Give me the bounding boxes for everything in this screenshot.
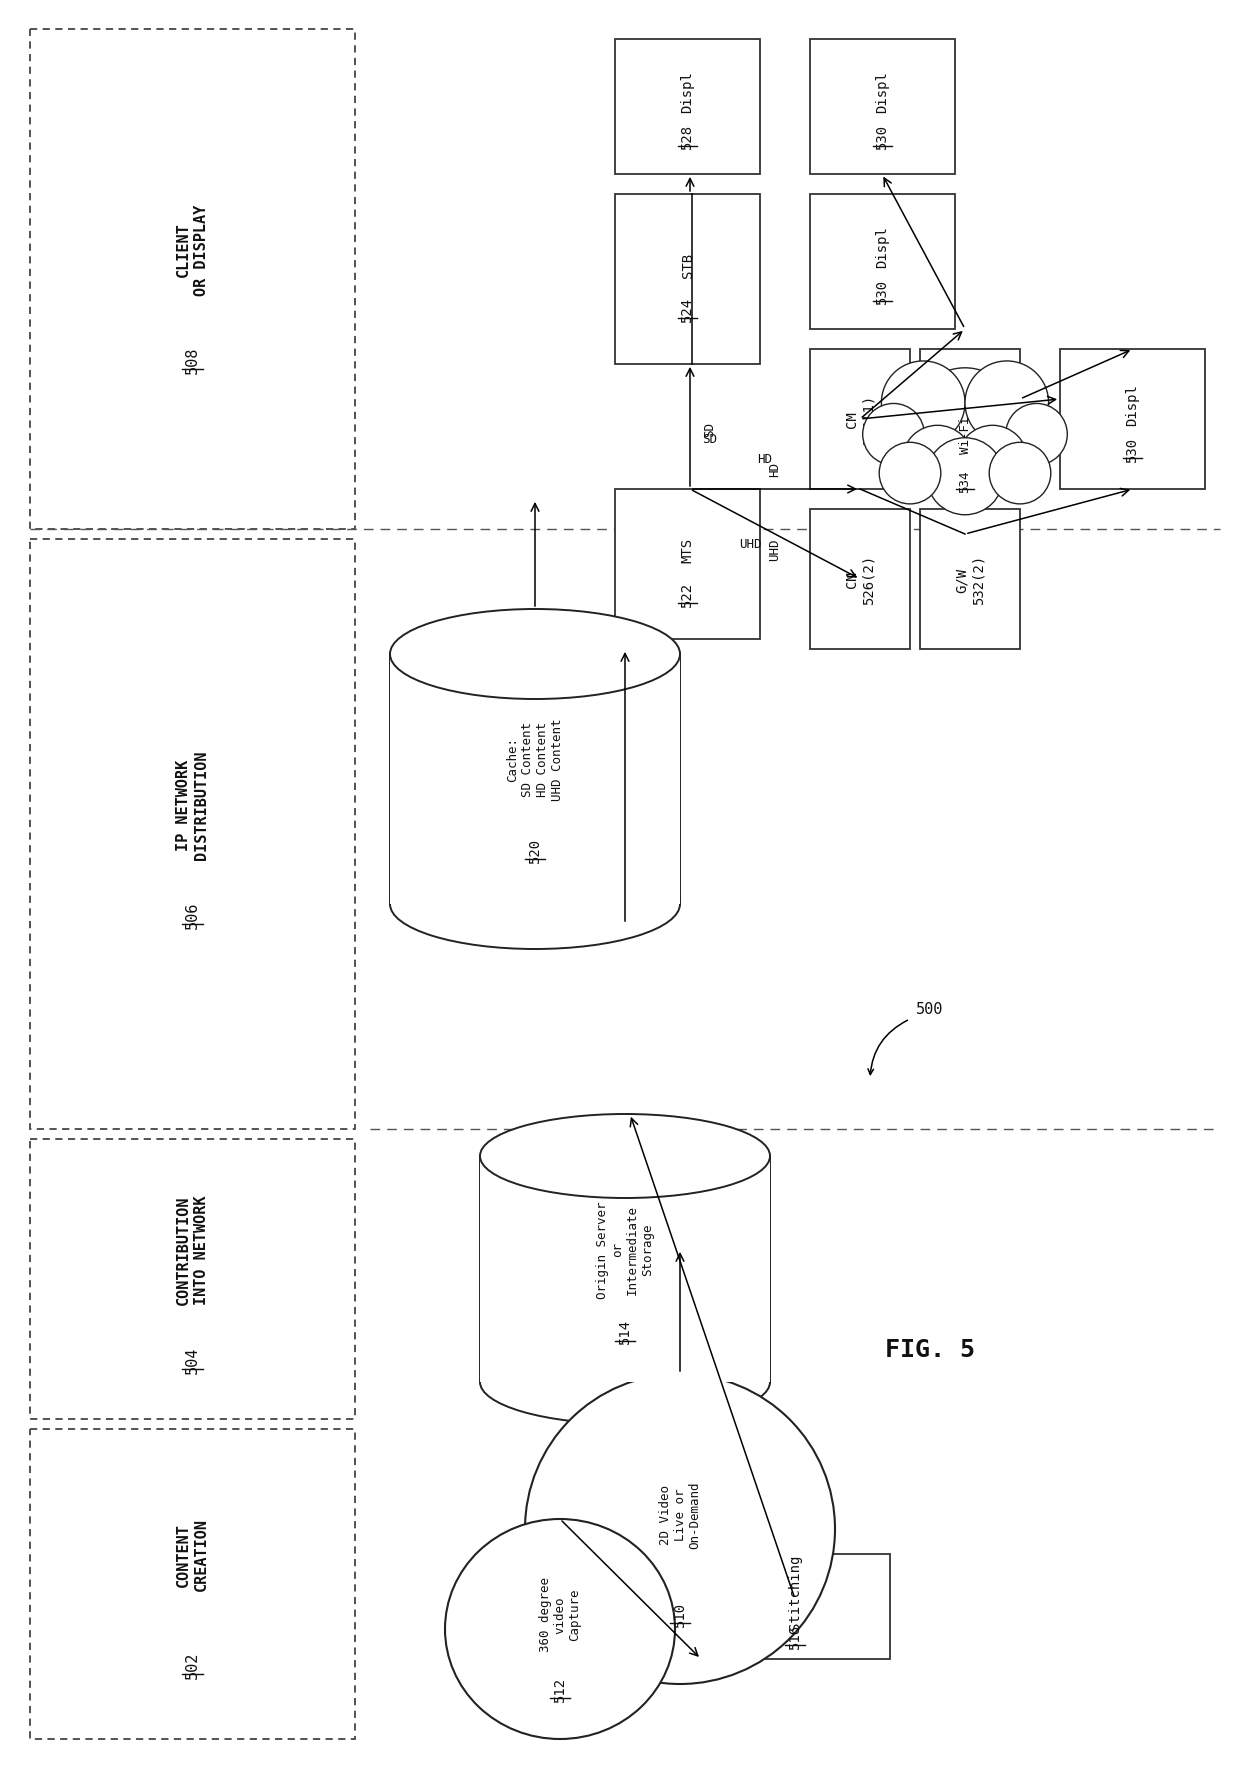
Text: Displ: Displ [681, 71, 694, 113]
Text: 530: 530 [1126, 438, 1140, 463]
Ellipse shape [391, 860, 680, 950]
Text: CM
526(2): CM 526(2) [844, 555, 875, 605]
Text: FIG. 5: FIG. 5 [885, 1337, 975, 1362]
Bar [810, 41, 955, 176]
Bar [701, 1555, 890, 1660]
Text: SD: SD [703, 422, 717, 438]
Text: 504: 504 [185, 1346, 200, 1372]
Circle shape [957, 426, 1028, 496]
Text: STB: STB [681, 252, 694, 277]
Text: Displ: Displ [875, 227, 889, 268]
Circle shape [990, 443, 1050, 505]
Text: 510: 510 [673, 1601, 687, 1628]
Text: MTS: MTS [681, 537, 694, 562]
Bar [615, 195, 760, 365]
Text: CONTRIBUTION
INTO NETWORK: CONTRIBUTION INTO NETWORK [176, 1195, 208, 1303]
Text: UHD: UHD [769, 539, 781, 560]
Ellipse shape [445, 1519, 675, 1739]
Text: IP NETWORK
DISTRIBUTION: IP NETWORK DISTRIBUTION [176, 750, 208, 860]
Circle shape [1006, 404, 1068, 466]
Bar [1060, 349, 1205, 489]
Ellipse shape [525, 1374, 835, 1684]
Text: HD: HD [758, 454, 773, 466]
Text: 516: 516 [787, 1624, 802, 1649]
Text: Displ: Displ [1126, 383, 1140, 426]
Text: CLIENT
OR DISPLAY: CLIENT OR DISPLAY [176, 204, 208, 296]
Bar [30, 1140, 355, 1418]
Circle shape [903, 426, 972, 496]
Text: 360 degree
video
Capture: 360 degree video Capture [538, 1576, 582, 1652]
Ellipse shape [480, 1340, 770, 1424]
Bar [810, 195, 955, 330]
Bar [810, 509, 910, 649]
Text: 520: 520 [528, 839, 542, 863]
Circle shape [879, 443, 941, 505]
Text: Stitching: Stitching [787, 1553, 802, 1629]
Text: 508: 508 [185, 346, 200, 374]
Ellipse shape [391, 610, 680, 700]
Circle shape [965, 362, 1049, 445]
Text: CONTENT
CREATION: CONTENT CREATION [176, 1518, 208, 1590]
Text: 534: 534 [959, 470, 971, 493]
Text: 518: 518 [513, 826, 527, 853]
Text: 500: 500 [916, 1002, 944, 1018]
Text: 506: 506 [185, 901, 200, 927]
Text: 514: 514 [618, 1319, 632, 1344]
Text: Wi-Fi: Wi-Fi [959, 417, 971, 454]
Text: G/W
532(1): G/W 532(1) [955, 395, 985, 445]
Text: UHD: UHD [739, 539, 761, 551]
Text: HD: HD [769, 463, 781, 477]
Ellipse shape [480, 1115, 770, 1199]
Circle shape [913, 369, 1018, 473]
Bar [920, 349, 1021, 489]
Bar [391, 654, 680, 904]
Bar [480, 1156, 770, 1383]
Text: G/W
532(2): G/W 532(2) [955, 555, 985, 605]
Text: Cache:
SD Content
HD Content
UHD Content: Cache: SD Content HD Content UHD Content [506, 718, 564, 801]
Circle shape [863, 404, 924, 466]
Bar [615, 489, 760, 640]
Text: 522: 522 [681, 582, 694, 606]
Text: 2D Video
Live or
On-Demand: 2D Video Live or On-Demand [658, 1480, 702, 1548]
Text: 524: 524 [681, 298, 694, 323]
Bar [30, 539, 355, 1129]
Bar [920, 509, 1021, 649]
Text: CM
526(1): CM 526(1) [844, 395, 875, 445]
Text: Transcoder
and
Packager: Transcoder and Packager [497, 754, 543, 837]
Text: 530: 530 [875, 124, 889, 151]
Bar [615, 41, 760, 176]
Text: 528: 528 [681, 124, 694, 151]
Text: Displ: Displ [875, 71, 889, 113]
Bar [430, 700, 610, 920]
Circle shape [882, 362, 965, 445]
Bar [30, 1429, 355, 1739]
Bar [810, 349, 910, 489]
Text: 512: 512 [553, 1677, 567, 1702]
Bar [30, 30, 355, 530]
Text: 502: 502 [185, 1651, 200, 1677]
Text: 530: 530 [875, 280, 889, 305]
Circle shape [926, 438, 1003, 516]
Text: SD: SD [703, 433, 718, 447]
Text: Origin Server
or
Intermediate
Storage: Origin Server or Intermediate Storage [596, 1200, 653, 1298]
